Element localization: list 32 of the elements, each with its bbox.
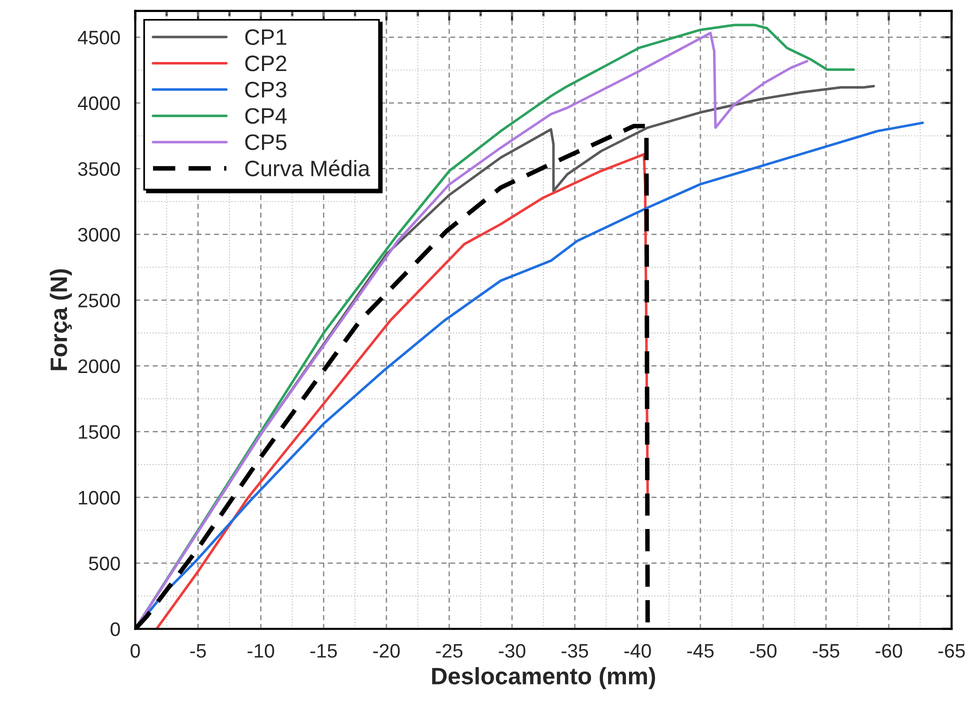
y-tick-label: 4000 (78, 96, 120, 110)
x-tick-label: -5 (190, 644, 206, 658)
legend-label: CP1 (245, 29, 286, 46)
x-tick-label: -10 (248, 644, 274, 658)
legend-label: CP4 (245, 108, 287, 124)
y-tick-label: 3500 (78, 162, 120, 176)
x-axis-title: Deslocamento (mm) (432, 667, 656, 690)
x-tick-label: -30 (498, 644, 526, 658)
x-tick-label: -60 (876, 644, 902, 658)
x-tick-label: -45 (687, 644, 714, 658)
x-tick-label: -65 (938, 644, 965, 658)
y-tick-label: 0 (110, 622, 120, 636)
y-tick-label: 3000 (78, 228, 120, 242)
x-tick-label: -35 (562, 644, 588, 658)
x-tick-label: -55 (812, 644, 840, 658)
y-tick-label: 2000 (78, 359, 120, 374)
x-tick-label: -40 (624, 644, 651, 658)
x-tick-label: -25 (436, 644, 462, 658)
x-tick-label: -15 (310, 644, 337, 658)
x-tick-label: -20 (373, 644, 400, 658)
y-tick-label: 4500 (78, 30, 120, 44)
legend-label: CP2 (245, 56, 286, 72)
legend-label: CP3 (245, 82, 286, 98)
x-tick-label: -50 (750, 644, 776, 658)
y-tick-label: 500 (89, 556, 120, 570)
y-tick-label: 1500 (78, 425, 120, 439)
y-tick-label: 2500 (78, 294, 120, 308)
x-tick-label: 0 (130, 644, 140, 658)
y-axis-title: Força (N) (50, 269, 72, 370)
y-tick-label: 1000 (78, 490, 120, 505)
legend-label: CP5 (245, 134, 286, 150)
legend-label: Curva Média (245, 160, 370, 176)
